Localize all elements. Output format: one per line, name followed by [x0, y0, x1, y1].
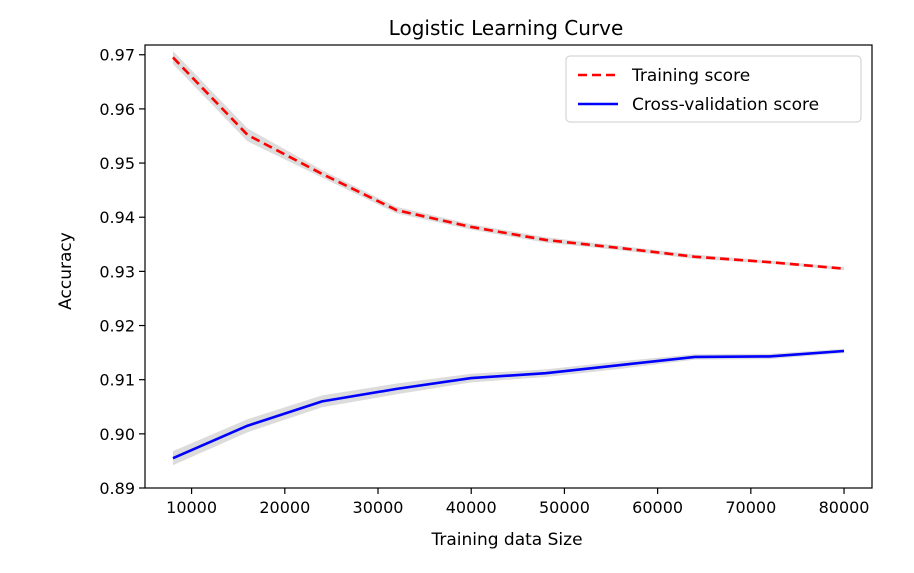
x-tick-label: 50000: [539, 498, 590, 517]
data-point: [172, 56, 174, 58]
x-tick-label: 20000: [259, 498, 310, 517]
y-tick-label: 0.91: [99, 371, 135, 390]
x-tick-label: 10000: [166, 498, 217, 517]
data-point: [768, 261, 770, 263]
y-tick-label: 0.95: [99, 154, 135, 173]
chart-title: Logistic Learning Curve: [389, 16, 624, 40]
legend-box: [565, 55, 862, 123]
data-point: [395, 388, 397, 390]
data-point: [694, 256, 696, 258]
data-point: [619, 247, 621, 249]
data-point: [843, 350, 845, 352]
y-axis-title: Accuracy: [56, 232, 76, 310]
data-point: [545, 372, 547, 374]
data-point: [246, 425, 248, 427]
y-tick-label: 0.97: [99, 46, 135, 65]
data-point: [321, 400, 323, 402]
data-point: [172, 457, 174, 459]
y-axis-ticks: 0.89 0.90 0.91 0.92 0.93 0.94 0.95 0.96 0.97: [99, 46, 145, 498]
data-point: [843, 267, 845, 269]
y-tick-label: 0.90: [99, 425, 135, 444]
data-point: [619, 364, 621, 366]
plot-frame: [144, 44, 873, 489]
y-tick-label: 0.89: [99, 479, 135, 498]
series-line-cross-validation-score: [172, 349, 845, 460]
legend-label: Cross-validation score: [632, 95, 819, 115]
y-tick-label: 0.96: [99, 100, 135, 119]
data-point: [768, 355, 770, 357]
x-tick-label: 60000: [632, 498, 683, 517]
x-tick-label: 70000: [725, 498, 776, 517]
data-point: [246, 134, 248, 136]
confidence-band-cross-validation: [172, 348, 845, 466]
data-point: [395, 209, 397, 211]
legend-label: Training score: [631, 66, 750, 86]
data-point: [470, 226, 472, 228]
x-axis-title: Training data Size: [430, 530, 582, 550]
x-tick-label: 30000: [353, 498, 404, 517]
y-tick-label: 0.93: [99, 262, 135, 281]
x-tick-label: 40000: [446, 498, 497, 517]
y-tick-label: 0.94: [99, 208, 135, 227]
x-tick-label: 80000: [819, 498, 870, 517]
legend: Training score Cross-validation score: [565, 55, 862, 123]
series-lines: [172, 56, 845, 460]
data-point: [470, 377, 472, 379]
data-point: [545, 239, 547, 241]
data-point: [321, 173, 323, 175]
data-point: [694, 356, 696, 358]
y-tick-label: 0.92: [99, 317, 135, 336]
x-axis-ticks: 10000 20000 30000 40000 50000 60000 70000 80000: [166, 488, 869, 517]
